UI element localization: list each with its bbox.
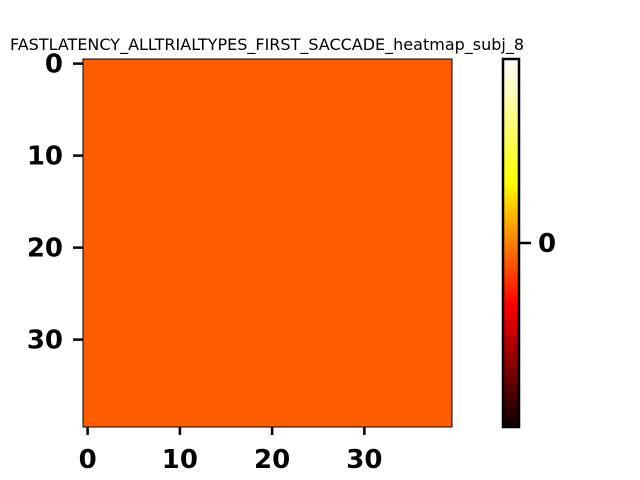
colorbar-tick-label: 0 — [538, 229, 556, 259]
chart-title: FASTLATENCY_ALLTRIALTYPES_FIRST_SACCADE_… — [10, 35, 524, 55]
y-tick-label: 20 — [27, 234, 63, 264]
x-axis: 0 10 20 30 — [79, 427, 382, 475]
x-tick-label: 0 — [79, 445, 97, 475]
heatmap-plot — [82, 58, 453, 428]
x-tick-label: 10 — [162, 445, 198, 475]
x-tick-label: 30 — [346, 445, 382, 475]
heatmap-cells — [83, 59, 452, 427]
colorbar-gradient — [501, 57, 521, 429]
x-tick-label: 20 — [254, 445, 290, 475]
y-axis: 0 10 20 30 — [27, 50, 83, 356]
y-tick-label: 10 — [27, 142, 63, 172]
y-tick-label: 30 — [27, 326, 63, 356]
colorbar: 0 — [501, 57, 556, 429]
y-tick-label: 0 — [45, 50, 63, 80]
plot-frame — [82, 58, 453, 428]
